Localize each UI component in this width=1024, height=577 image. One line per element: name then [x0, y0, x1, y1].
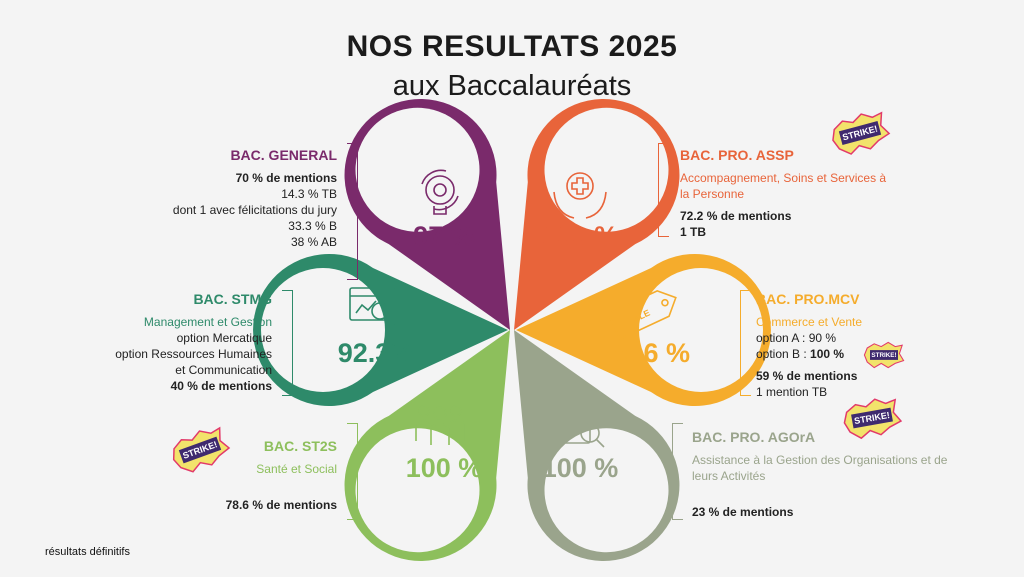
st2s-subtitle: Santé et Social: [256, 462, 337, 476]
mcv-option-b-value: 100 %: [810, 347, 845, 361]
mcv-option-b-label: option B :: [756, 347, 811, 361]
strike-sticker-agora: STRIKE!: [843, 398, 903, 440]
svg-text:STRIKE!: STRIKE!: [871, 352, 896, 359]
petal-agora: [448, 292, 708, 577]
agora-value: 100 %: [542, 453, 619, 483]
general-bracket: [347, 143, 358, 280]
mcv-option-a: option A : 90 %: [756, 330, 886, 346]
st2s-line-1: 78.6 % de mentions: [225, 498, 337, 512]
assp-line-1: 72.2 % de mentions: [680, 209, 792, 223]
assp-subtitle: Accompagnement, Soins et Services à la P…: [680, 171, 887, 201]
mcv-option-a-value: 90 %: [808, 331, 837, 345]
agora-bracket: [672, 423, 683, 520]
stmg-line-4: 40 % de mentions: [170, 379, 272, 393]
mcv-bracket: [740, 290, 751, 396]
st2s-bracket: [347, 423, 358, 520]
st2s-info: BAC. ST2S Santé et Social 78.6 % de ment…: [180, 437, 337, 513]
general-line-3: dont 1 avec félicitations du jury: [172, 203, 337, 217]
stmg-line-1: option Mercatique: [176, 331, 272, 345]
mcv-subtitle: Commerce et Vente: [756, 315, 863, 329]
assp-line-2: 1 TB: [680, 225, 707, 239]
stmg-bracket: [282, 290, 293, 396]
general-line-5: 38 % AB: [290, 235, 337, 249]
assp-value: 100 %: [542, 221, 619, 251]
agora-line-1: 23 % de mentions: [692, 505, 794, 519]
st2s-heading: BAC. ST2S: [263, 438, 337, 454]
page-title: NOS RESULTATS 2025: [346, 30, 678, 63]
analytics-screen-icon: [349, 287, 395, 326]
mcv-value: 95.6 %: [606, 338, 690, 368]
mcv-heading: BAC. PRO.MCV: [756, 291, 860, 307]
stmg-heading: BAC. STMG: [193, 291, 272, 307]
stmg-info: BAC. STMG Management et Gestion option M…: [70, 290, 272, 394]
agora-heading: BAC. PRO. AGOrA: [692, 429, 816, 445]
petal-assp: [448, 71, 708, 368]
care-hands-icon: [553, 172, 607, 219]
mcv-line-1: 59 % de mentions: [756, 369, 858, 383]
general-line-4: 33.3 % B: [288, 219, 337, 233]
page-subtitle: aux Baccalauréats: [392, 70, 632, 102]
strike-sticker-mcv: STRIKE!: [863, 341, 905, 369]
strike-sticker-st2s: STRIKE!: [172, 426, 231, 473]
general-line-1: 70 % de mentions: [235, 171, 337, 185]
mcv-info: BAC. PRO.MCV Commerce et Vente option A …: [756, 290, 886, 400]
stmg-subtitle: Management et Gestion: [143, 315, 272, 329]
assp-info: BAC. PRO. ASSP Accompagnement, Soins et …: [680, 146, 895, 240]
footer-note: résultats définitifs: [45, 546, 130, 558]
checklist-magnifier-icon: [559, 404, 605, 448]
assp-bracket: [658, 143, 669, 237]
petal-st2s: [316, 292, 576, 577]
assp-heading: BAC. PRO. ASSP: [680, 147, 794, 163]
agora-subtitle: Assistance à la Gestion des Organisation…: [692, 453, 948, 483]
general-line-2: 14.3 % TB: [281, 187, 337, 201]
general-info: BAC. GENERAL 70 % de mentions 14.3 % TB …: [140, 146, 337, 250]
st2s-value: 100 %: [406, 453, 483, 483]
stmg-line-2: option Ressources Humaines: [115, 347, 272, 361]
strike-sticker-assp: STRIKE!: [832, 111, 891, 155]
stmg-line-3: et Communication: [175, 363, 272, 377]
general-heading: BAC. GENERAL: [230, 147, 337, 163]
petal-mcv: [516, 254, 771, 406]
agora-info: BAC. PRO. AGOrA Assistance à la Gestion …: [692, 428, 952, 520]
mcv-option-a-label: option A :: [756, 331, 809, 345]
general-value: 97 %: [413, 221, 475, 251]
stmg-value: 92.3%: [338, 338, 415, 368]
mcv-line-2: 1 mention TB: [756, 385, 828, 399]
group-people-icon: [415, 405, 465, 445]
gear-lightbulb-icon: [421, 169, 459, 215]
mcv-option-b: option B : 100 %: [756, 346, 886, 362]
